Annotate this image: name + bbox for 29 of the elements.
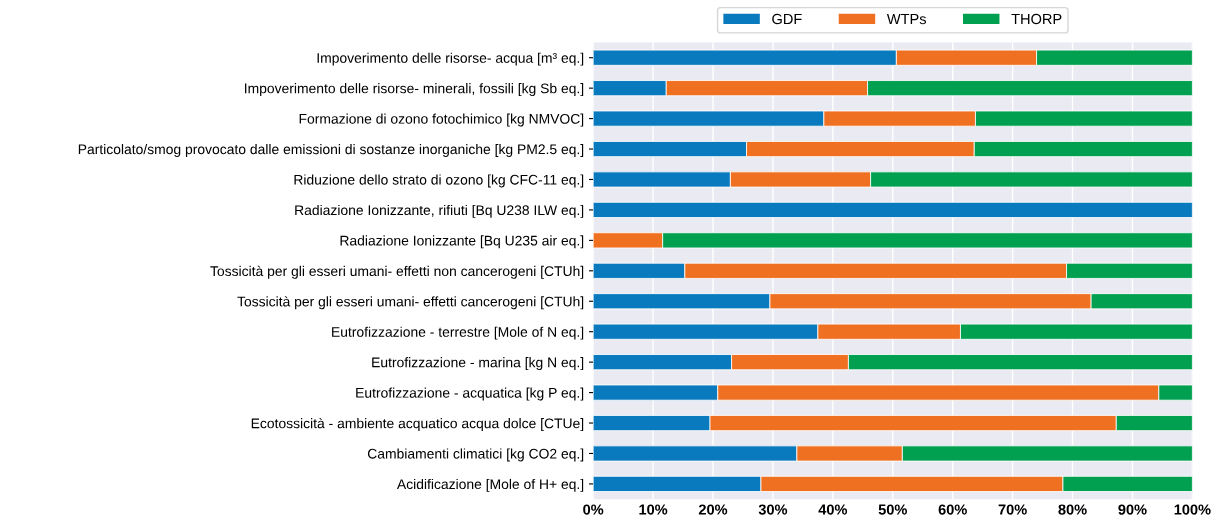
y-tick-label: Tossicità per gli esseri umani- effetti non cancerogeni [CTUh]	[210, 265, 584, 279]
y-tick-label: Formazione di ozono fotochimico [kg NMVOC]	[299, 113, 584, 127]
x-tick-label: 40%	[818, 504, 848, 515]
x-tick-label: 70%	[998, 504, 1027, 515]
x-tick-label: 0%	[583, 504, 604, 515]
legend-label: GDF	[772, 13, 802, 25]
x-tick-label: 90%	[1118, 504, 1147, 515]
y-tick-label: Impoverimento delle risorse- minerali, fossili [kg Sb eq.]	[245, 83, 584, 97]
y-tick-label: Eutrofizzazione - acquatica [kg P eq.]	[356, 387, 584, 401]
y-tick-label: Cambiamenti climatici [kg CO2 eq.]	[367, 448, 584, 462]
x-tick-label: 10%	[639, 504, 668, 515]
x-tick-label: 20%	[698, 504, 728, 515]
y-tick-label: Acidificazione [Mole of H+ eq.]	[396, 478, 584, 492]
x-tick-label: 30%	[758, 504, 788, 515]
x-tick-label: 50%	[878, 504, 907, 515]
y-tick-label: Particolato/smog provocato dalle emissioni di sostanze inorganiche [kg PM2.5 eq.]	[78, 144, 584, 157]
y-tick-label: Eutrofizzazione - marina [kg N eq.]	[372, 357, 584, 371]
x-tick-label: 80%	[1058, 504, 1087, 515]
y-tick-label: Radiazione Ionizzante [Bq U235 air eq.]	[340, 235, 584, 249]
y-tick-label: Impoverimento delle risorse- acqua [m³ eq.]	[317, 52, 584, 66]
legend-label: WTPs	[886, 14, 927, 25]
y-tick-label: Riduzione dello strato di ozono [kg CFC-11 eq.]	[294, 174, 584, 188]
y-tick-label: Radiazione Ionizzante, rifiuti [Bq U238 ILW eq.]	[295, 204, 584, 218]
y-tick-label: Ecotossicità - ambiente acquatico acqua dolce [CTUe]	[251, 417, 584, 432]
x-tick-label: 100%	[1174, 504, 1211, 515]
x-tick-label: 60%	[938, 504, 967, 515]
y-tick-label: Tossicità per gli esseri umani- effetti cancerogeni [CTUh]	[237, 296, 584, 310]
legend-label: THORP	[1011, 13, 1062, 25]
y-tick-label: Eutrofizzazione - terrestre [Mole of N eq.]	[332, 326, 584, 340]
